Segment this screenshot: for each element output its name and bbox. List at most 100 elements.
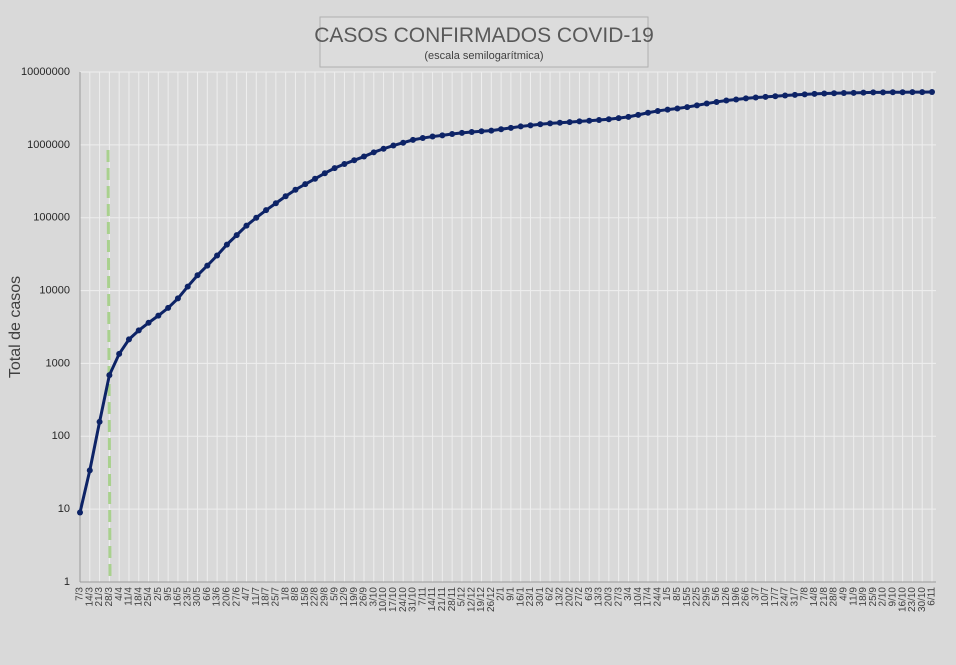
x-tick-label: 4/4	[114, 587, 125, 601]
x-tick-label: 14/11	[427, 587, 438, 612]
x-tick-label: 3/7	[750, 587, 761, 601]
x-tick-label: 20/6	[222, 587, 233, 607]
data-point	[488, 127, 495, 134]
x-tick-label: 23/1	[525, 587, 536, 607]
x-tick-label: 18/9	[858, 587, 869, 607]
x-tick-label: 26/6	[741, 587, 752, 607]
x-tick-label: 11/4	[124, 587, 135, 606]
data-point	[380, 145, 387, 152]
x-tick-label: 11/9	[848, 587, 859, 606]
x-tick-label: 21/11	[437, 587, 448, 612]
chart-subtitle: (escala semilogarítmica)	[424, 50, 543, 62]
data-point	[645, 109, 651, 116]
x-tick-label: 22/8	[310, 587, 321, 607]
x-tick-label: 12/9	[339, 587, 350, 607]
x-tick-label: 20/2	[564, 587, 575, 607]
data-point	[909, 89, 916, 96]
data-point	[292, 186, 299, 193]
data-point	[870, 89, 877, 96]
data-point	[596, 117, 603, 124]
title-box	[319, 16, 649, 68]
data-point	[312, 175, 319, 182]
data-point	[165, 304, 172, 311]
x-tick-label: 16/10	[897, 587, 908, 612]
data-point	[527, 122, 534, 129]
x-tick-label: 6/11	[927, 587, 938, 606]
x-tick-label: 16/1	[515, 587, 526, 607]
data-point	[664, 106, 671, 113]
data-point	[566, 119, 573, 126]
x-tick-label: 16/5	[173, 587, 184, 607]
x-tick-label: 1/8	[280, 587, 291, 601]
data-point	[458, 129, 465, 136]
data-point	[840, 90, 847, 97]
data-point	[625, 113, 632, 120]
series-line	[78, 90, 933, 513]
data-point	[929, 89, 935, 96]
y-axis-label: Total de casos	[7, 276, 24, 378]
x-tick-label: 10/10	[378, 587, 389, 612]
x-tick-label: 26/9	[359, 587, 370, 607]
x-tick-label: 31/10	[408, 587, 419, 612]
data-point	[243, 222, 250, 229]
data-point	[693, 102, 700, 109]
x-tick-label: 28/3	[104, 587, 115, 607]
x-tick-label: 2/10	[878, 587, 889, 607]
data-point	[282, 193, 289, 200]
data-point	[723, 97, 730, 104]
x-tick-label: 21/3	[94, 587, 105, 607]
x-tick-label: 26/12	[486, 587, 497, 612]
data-point	[889, 89, 896, 96]
y-tick-label: 10000	[39, 284, 70, 296]
data-point	[263, 207, 270, 214]
data-point	[605, 116, 612, 123]
x-tick-label: 6/3	[584, 587, 595, 601]
data-point	[576, 118, 583, 125]
x-tick-label: 8/5	[672, 587, 683, 601]
data-point	[302, 181, 309, 188]
x-tick-label: 9/1	[506, 587, 517, 601]
data-point	[654, 107, 661, 114]
data-point	[821, 90, 828, 97]
x-tick-label: 24/7	[780, 587, 791, 607]
data-point	[713, 98, 720, 105]
data-point	[449, 130, 456, 137]
data-point	[742, 95, 749, 102]
data-point	[507, 124, 514, 131]
data-point	[321, 170, 328, 177]
x-tick-label: 23/10	[907, 587, 918, 612]
data-point	[390, 142, 397, 149]
x-tick-label: 29/8	[319, 587, 330, 607]
data-point	[703, 100, 710, 107]
x-tick-label: 17/4	[643, 587, 654, 607]
data-point	[184, 283, 191, 290]
data-point	[86, 467, 93, 474]
data-point	[517, 123, 524, 130]
data-point	[468, 129, 475, 136]
data-point	[341, 161, 348, 168]
x-tick-label: 30/1	[535, 587, 546, 607]
data-point	[635, 111, 642, 118]
data-point	[96, 418, 103, 425]
x-tick-label: 1/5	[662, 587, 673, 601]
chart-title: CASOS CONFIRMADOS COVID-19	[314, 24, 654, 47]
data-point	[77, 509, 83, 516]
x-tick-label: 9/5	[163, 587, 174, 601]
x-tick-label: 7/11	[417, 587, 428, 606]
data-point	[752, 94, 759, 101]
x-tick-label: 13/6	[212, 587, 223, 607]
y-tick-label: 1000	[46, 357, 70, 369]
data-point	[899, 89, 906, 96]
x-tick-label: 15/5	[682, 587, 693, 607]
x-tick-label: 19/12	[476, 587, 487, 612]
data-point	[733, 96, 740, 103]
x-tick-label: 25/7	[271, 587, 282, 607]
x-tick-label: 2/1	[496, 587, 507, 601]
data-point	[125, 336, 132, 343]
data-point	[811, 90, 818, 97]
data-point	[194, 272, 201, 279]
data-point	[684, 104, 691, 111]
x-tick-label: 7/3	[75, 587, 86, 601]
data-point	[782, 92, 789, 99]
x-tick-label: 28/11	[447, 587, 458, 612]
